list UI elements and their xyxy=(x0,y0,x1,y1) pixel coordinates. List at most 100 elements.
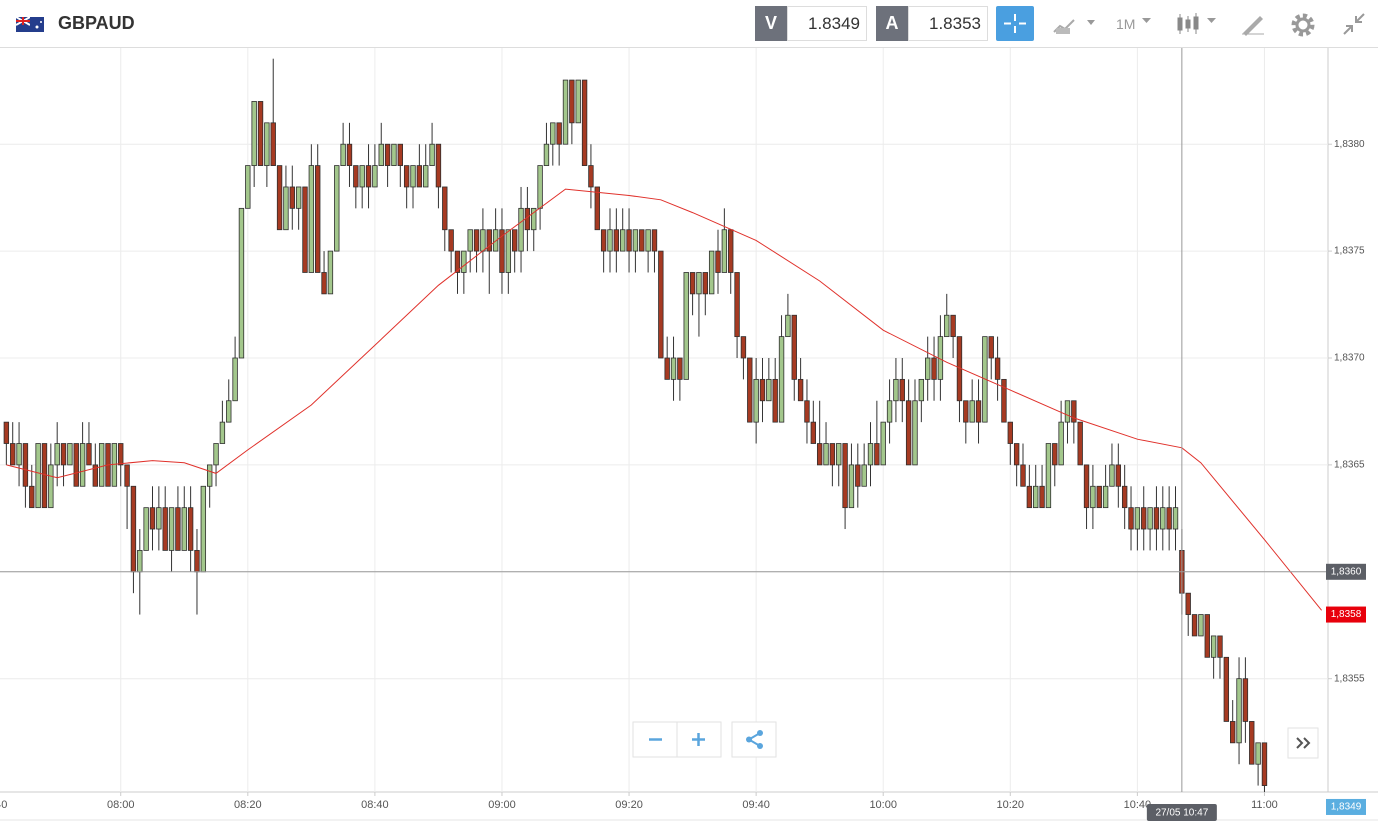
candle-body-up xyxy=(778,336,785,423)
x-tick-label: 08:40 xyxy=(361,799,389,811)
candle-body-up xyxy=(861,464,867,487)
chart-type-button[interactable] xyxy=(1052,12,1098,36)
candle-body-down xyxy=(556,122,562,145)
buy-price[interactable]: 1.8353 xyxy=(908,6,988,41)
candle-body-down xyxy=(874,443,880,466)
candle-body-down xyxy=(677,357,683,380)
candle-body-up xyxy=(543,143,550,166)
candle-body-up xyxy=(537,165,543,209)
candle-body-up xyxy=(925,357,931,380)
candle-body-up xyxy=(944,314,950,338)
candle-body-down xyxy=(950,314,956,338)
sell-button[interactable]: V xyxy=(755,6,787,41)
candle-body-up xyxy=(308,165,315,273)
candle-body-down xyxy=(931,357,937,380)
candle-body-up xyxy=(480,229,486,252)
candle-body-down xyxy=(397,143,403,166)
candle-body-down xyxy=(842,443,848,509)
buy-button[interactable]: A xyxy=(876,6,908,41)
candle-body-up xyxy=(670,357,677,380)
candle-body-down xyxy=(194,550,200,573)
candle-body-up xyxy=(1033,485,1039,509)
candle-type-button[interactable] xyxy=(1176,12,1220,38)
candle-body-down xyxy=(92,464,98,487)
candle-body-down xyxy=(1191,614,1198,637)
candle-body-down xyxy=(728,229,734,273)
candle-body-down xyxy=(581,79,588,166)
candle-body-up xyxy=(423,165,429,188)
candle-body-down xyxy=(600,229,607,252)
candle-body-down xyxy=(569,79,575,124)
draw-button[interactable] xyxy=(1240,12,1266,36)
candle-body-up xyxy=(1134,507,1141,530)
candle-body-down xyxy=(353,165,359,188)
timeframe-button[interactable]: 1M xyxy=(1116,16,1136,32)
candle-body-down xyxy=(1020,464,1026,487)
candle-body-down xyxy=(3,421,10,444)
candle-body-up xyxy=(620,229,626,252)
candle-body-down xyxy=(1083,464,1090,509)
candle-body-down xyxy=(124,464,130,487)
candle-body-up xyxy=(35,443,41,509)
candle-body-up xyxy=(137,550,143,573)
candle-body-down xyxy=(1249,721,1255,765)
candle-body-down xyxy=(899,378,905,402)
candle-body-down xyxy=(747,357,753,423)
candle-body-down xyxy=(1026,485,1033,509)
candle-body-up xyxy=(1160,507,1166,530)
candle-body-up xyxy=(912,400,918,466)
candle-body-down xyxy=(804,400,810,423)
candle-body-up xyxy=(1255,742,1261,765)
candle-body-down xyxy=(588,165,594,188)
candle-body-up xyxy=(1147,507,1153,530)
candle-body-down xyxy=(22,443,29,487)
candle-body-up xyxy=(1045,443,1052,509)
candle-body-down xyxy=(734,272,740,338)
candle-body-up xyxy=(54,443,60,466)
candle-body-up xyxy=(213,443,219,466)
candle-body-up xyxy=(251,101,257,166)
candle-body-down xyxy=(416,165,423,188)
y-tick-label: 1,8370 xyxy=(1334,353,1365,364)
candle-body-up xyxy=(918,378,925,402)
candle-body-down xyxy=(1121,485,1128,509)
candle-body-down xyxy=(435,143,442,188)
candle-body-down xyxy=(442,186,448,231)
x-tick-label: 11:00 xyxy=(1251,799,1278,811)
candle-body-up xyxy=(429,143,435,166)
candle-body-up xyxy=(1210,635,1217,658)
candle-body-down xyxy=(905,400,912,466)
settings-button[interactable] xyxy=(1290,12,1316,38)
candle-body-up xyxy=(1102,485,1109,509)
candle-body-up xyxy=(550,122,556,145)
candle-body-down xyxy=(86,443,92,466)
candle-body-up xyxy=(1198,614,1204,637)
chart-background xyxy=(0,48,1378,827)
y-tick-label: 1,8375 xyxy=(1334,246,1365,257)
candle-body-down xyxy=(384,143,391,166)
candle-body-up xyxy=(1236,678,1242,744)
toolbar: GBPAUD V 1.8349 A 1.8353 1M xyxy=(0,0,1378,48)
crosshair-button[interactable] xyxy=(996,6,1034,41)
candle-body-up xyxy=(505,229,512,273)
candle-body-down xyxy=(658,250,664,359)
candle-body-down xyxy=(994,357,1001,380)
candle-body-up xyxy=(181,507,187,551)
candle-body-up xyxy=(232,357,238,402)
collapse-button[interactable] xyxy=(1342,12,1366,36)
plus-icon xyxy=(692,733,705,746)
candle-body-down xyxy=(816,443,823,466)
x-tick-label: 07:40 xyxy=(0,799,7,811)
candle-body-down xyxy=(1217,635,1223,658)
sell-price[interactable]: 1.8349 xyxy=(787,6,867,41)
candle-body-up xyxy=(1172,507,1179,530)
candle-body-down xyxy=(963,400,969,423)
candle-body-up xyxy=(766,378,772,402)
candle-body-up xyxy=(245,165,251,209)
candle-body-up xyxy=(836,443,842,466)
candle-body-up xyxy=(893,378,899,402)
candle-body-down xyxy=(1052,443,1058,466)
share-button[interactable] xyxy=(731,721,777,758)
share-dot xyxy=(757,743,763,749)
